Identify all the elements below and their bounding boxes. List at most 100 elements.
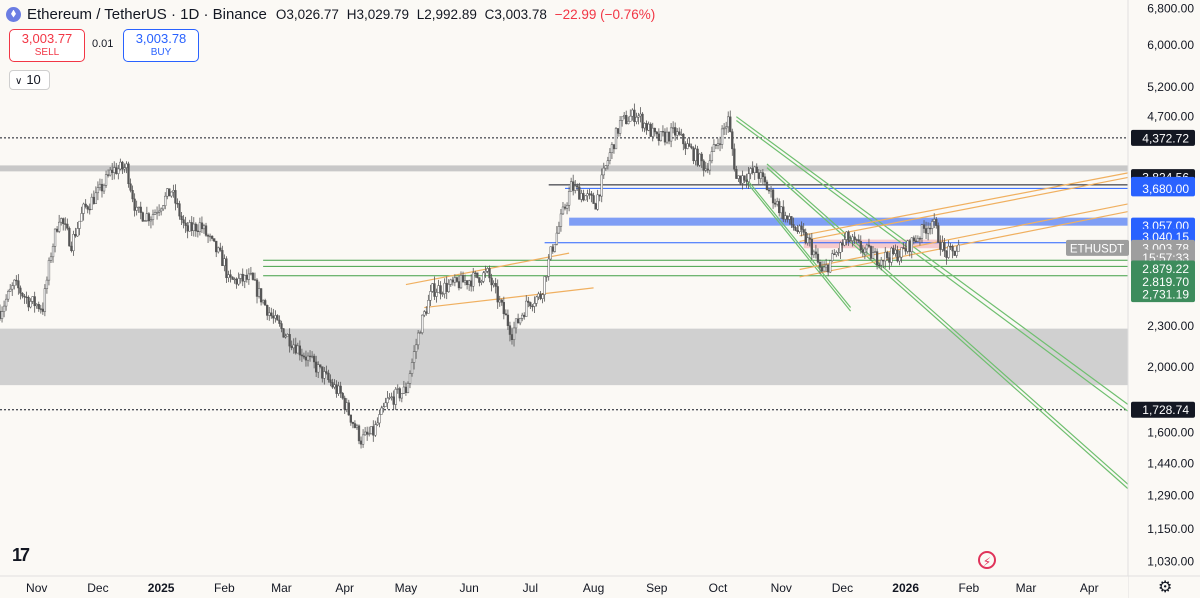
candle-body bbox=[384, 402, 387, 407]
candle-body bbox=[100, 183, 104, 192]
y-tick-label: 1,440.00 bbox=[1147, 456, 1194, 470]
candle-body bbox=[627, 121, 630, 125]
candle-body bbox=[551, 246, 554, 252]
candle-body bbox=[569, 181, 573, 192]
candle-body bbox=[139, 206, 142, 213]
candle-body bbox=[527, 300, 530, 303]
candle-body bbox=[761, 172, 765, 178]
candle-body bbox=[651, 127, 654, 137]
candle-body bbox=[751, 168, 754, 173]
candle-body bbox=[928, 227, 932, 230]
candle-body bbox=[657, 133, 660, 141]
candle-body bbox=[264, 300, 267, 306]
candle-body bbox=[206, 235, 210, 237]
candle-body bbox=[194, 223, 197, 232]
candle-body bbox=[706, 168, 709, 171]
candle-body bbox=[853, 236, 856, 240]
sell-button[interactable]: 3,003.77 SELL bbox=[9, 29, 85, 62]
candle-body bbox=[382, 406, 385, 409]
candle-body bbox=[773, 202, 777, 205]
flash-icon[interactable]: ⚡ bbox=[978, 551, 996, 569]
y-tick-label: 1,030.00 bbox=[1147, 554, 1194, 568]
candle-body bbox=[435, 292, 438, 297]
candle-body bbox=[837, 252, 840, 254]
candle-body bbox=[833, 253, 836, 256]
candle-body bbox=[325, 371, 328, 374]
candle-body bbox=[388, 397, 391, 399]
candle-body bbox=[820, 267, 824, 272]
candle-body bbox=[445, 282, 448, 292]
candle-body bbox=[257, 288, 261, 297]
candle-body bbox=[516, 318, 520, 324]
range-zone bbox=[0, 165, 1128, 172]
buy-price: 3,003.78 bbox=[135, 31, 187, 46]
candle-body bbox=[15, 279, 18, 282]
candle-body bbox=[339, 385, 342, 394]
candle-body bbox=[782, 206, 785, 220]
candle-body bbox=[88, 208, 91, 211]
candle-body bbox=[9, 288, 12, 292]
candle-body bbox=[873, 251, 877, 254]
candle-body bbox=[827, 264, 830, 273]
candle-body bbox=[331, 382, 334, 388]
candle-body bbox=[302, 355, 306, 358]
candle-body bbox=[727, 116, 730, 128]
candle-body bbox=[0, 311, 4, 319]
candle-body bbox=[306, 355, 310, 361]
y-tick-label: 1,600.00 bbox=[1147, 425, 1194, 439]
candle-body bbox=[102, 185, 106, 192]
candle-body bbox=[702, 160, 705, 171]
close-label: C bbox=[484, 6, 495, 22]
candle-body bbox=[712, 144, 716, 152]
tradingview-logo-icon[interactable]: 17 bbox=[12, 545, 30, 565]
candle-body bbox=[653, 127, 656, 133]
buy-button[interactable]: 3,003.78 BUY bbox=[123, 29, 199, 62]
candle-body bbox=[74, 234, 77, 237]
candle-body bbox=[596, 194, 599, 210]
candle-body bbox=[625, 115, 628, 125]
candle-body bbox=[822, 266, 826, 272]
candle-body bbox=[549, 246, 552, 260]
candle-body bbox=[182, 219, 185, 224]
candle-body bbox=[543, 276, 546, 295]
candle-body bbox=[700, 153, 703, 162]
candle-body bbox=[474, 272, 477, 274]
candle-body bbox=[84, 203, 87, 207]
candle-body bbox=[82, 203, 85, 214]
chart-header: Ethereum / TetherUS · 1D · Binance O3,02… bbox=[6, 4, 655, 24]
time-axis bbox=[0, 576, 1128, 598]
candle-body bbox=[737, 175, 740, 179]
candle-body bbox=[253, 279, 257, 281]
symbol-title[interactable]: Ethereum / TetherUS · 1D · Binance bbox=[27, 5, 267, 23]
candle-body bbox=[190, 222, 193, 231]
candle-body bbox=[704, 168, 707, 171]
candle-body bbox=[335, 384, 338, 394]
candle-body bbox=[121, 161, 124, 170]
candle-body bbox=[606, 160, 610, 166]
candle-body bbox=[937, 225, 940, 243]
candle-body bbox=[504, 313, 508, 316]
candle-body bbox=[771, 189, 775, 204]
gear-icon[interactable]: ⚙ bbox=[1158, 579, 1173, 596]
candle-body bbox=[674, 127, 677, 136]
candle-body bbox=[788, 216, 791, 220]
x-tick-label: Jul bbox=[523, 581, 538, 595]
candle-body bbox=[319, 364, 322, 367]
candle-body bbox=[470, 280, 473, 287]
candle-body bbox=[355, 425, 359, 428]
candle-body bbox=[172, 190, 175, 193]
candle-body bbox=[482, 272, 485, 282]
candle-body bbox=[19, 287, 22, 294]
candle-body bbox=[521, 314, 524, 319]
candle-body bbox=[174, 190, 177, 204]
candle-body bbox=[502, 302, 505, 315]
change-value: −22.99 (−0.76%) bbox=[554, 6, 656, 22]
indicators-toggle[interactable]: ∨ 10 bbox=[9, 70, 50, 90]
chevron-down-icon: ∨ bbox=[15, 76, 23, 87]
candle-body bbox=[45, 279, 49, 289]
candle-body bbox=[957, 244, 960, 252]
candle-body bbox=[329, 379, 332, 383]
candle-body bbox=[423, 311, 426, 316]
